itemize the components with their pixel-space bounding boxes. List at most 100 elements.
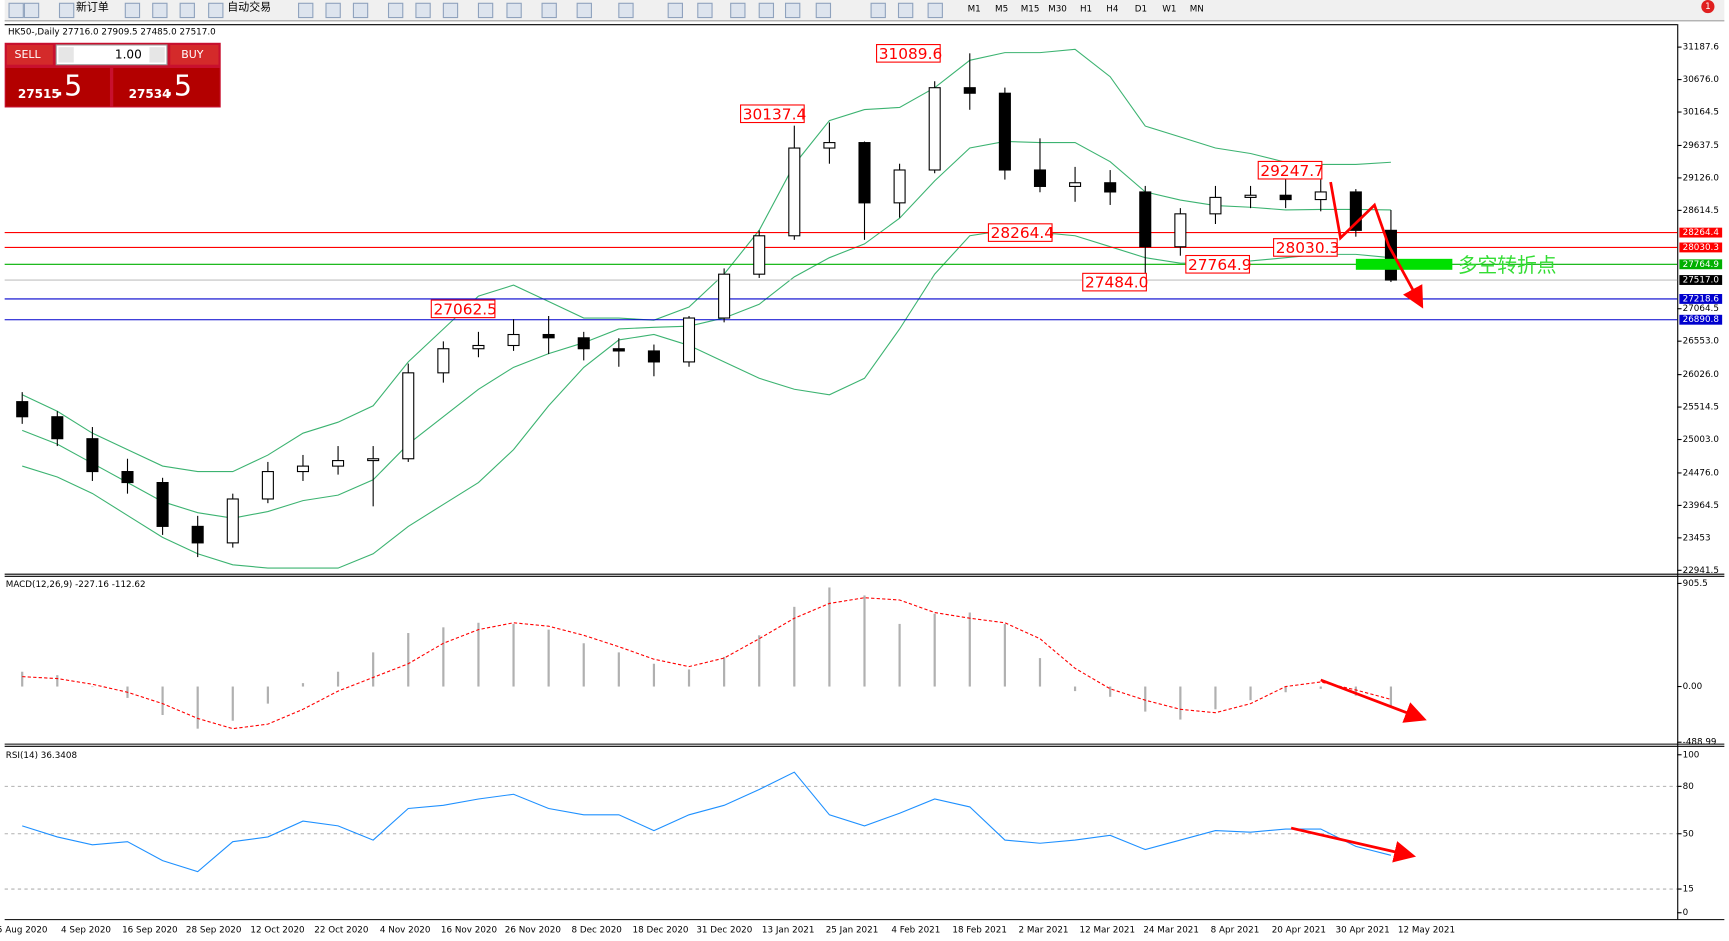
tool-icon[interactable] — [8, 2, 24, 19]
level-label: 26890.8 — [1683, 315, 1719, 325]
tool-icon[interactable] — [618, 2, 634, 19]
tool-icon[interactable] — [23, 2, 40, 19]
toolbar-icons: 新订单 自动交易 M1 M5 M15 M30 H1 H4 D1 W1 MN 1 — [8, 0, 1715, 19]
notification-badge[interactable] — [1701, 0, 1715, 14]
x-tick-label: 30 Apr 2021 — [1336, 926, 1390, 936]
candle-body — [261, 471, 274, 500]
timeframe[interactable]: MN — [1190, 4, 1204, 14]
tool-icon[interactable] — [179, 2, 195, 19]
tool-icon[interactable] — [58, 2, 75, 19]
y-tick-label: 26026.0 — [1683, 370, 1719, 380]
y-tick-label: 31187.6 — [1683, 43, 1720, 53]
tool-icon[interactable] — [152, 2, 168, 19]
plot: 28264.4 28030.3 27764.9 27218.6 26890.8 27517… — [0, 43, 1723, 936]
tool-icon[interactable] — [477, 2, 494, 19]
volume-input[interactable] — [55, 44, 168, 66]
tool-icon[interactable] — [208, 2, 224, 19]
x-tick-label: 8 Dec 2020 — [571, 926, 621, 936]
macd-bar — [1109, 686, 1112, 697]
annotation-box — [876, 44, 941, 63]
tool-icon[interactable] — [124, 2, 141, 19]
x-tick-label: 22 Oct 2020 — [314, 926, 368, 936]
macd-bar — [1073, 686, 1077, 692]
y-tick-label: 28614.5 — [1683, 206, 1719, 216]
macd-bar — [898, 623, 901, 687]
auto-trading[interactable]: 自动交易 — [227, 0, 271, 14]
buy-price-box[interactable] — [113, 67, 220, 107]
timeframe[interactable]: H4 — [1106, 4, 1119, 14]
macd-bar — [512, 623, 515, 687]
timeframe[interactable]: M30 — [1048, 4, 1067, 14]
level-label: 27218.6 — [1683, 294, 1720, 304]
tool-icon[interactable] — [815, 2, 832, 19]
sell-button[interactable] — [6, 44, 53, 65]
y-tick-label: 26553.0 — [1683, 337, 1719, 347]
tool-icon[interactable] — [352, 2, 369, 19]
tool-icon[interactable] — [870, 2, 886, 19]
timeframe[interactable]: M5 — [995, 4, 1008, 14]
y-tick-label: 27064.5 — [1683, 304, 1719, 314]
tool-icon[interactable] — [927, 2, 943, 19]
macd-bar — [582, 643, 585, 687]
y-tick-label: 25514.5 — [1683, 403, 1719, 413]
tool-icon[interactable] — [541, 2, 557, 19]
tool-icon[interactable] — [667, 2, 683, 19]
annotation: 28030.3 — [1276, 239, 1339, 257]
timeframe[interactable]: H1 — [1080, 4, 1092, 14]
tool-icon[interactable] — [897, 2, 914, 19]
y-tick-label: 22941.5 — [1683, 566, 1719, 576]
timeframe[interactable]: M1 — [968, 4, 981, 14]
spin-up[interactable] — [149, 47, 165, 63]
x-tick-label: 12 Mar 2021 — [1080, 926, 1136, 936]
y-tick-label: -488.99 — [1683, 738, 1717, 748]
candle-body — [121, 471, 134, 484]
toolbar — [4, 0, 1725, 21]
x-tick-label: 8 Apr 2021 — [1211, 926, 1260, 936]
x-tick-label: 25 Jan 2021 — [826, 926, 879, 936]
sell-price-box[interactable] — [5, 67, 110, 107]
level-label: 28030.3 — [1683, 243, 1719, 253]
buy-button[interactable] — [170, 44, 219, 65]
notification: 1 — [1705, 2, 1711, 12]
candle-body — [1244, 194, 1257, 198]
tool-icon[interactable] — [387, 2, 404, 19]
candle-body — [472, 344, 485, 350]
bollinger-band — [22, 229, 1391, 569]
tool-icon[interactable] — [506, 2, 522, 19]
candle-body — [647, 350, 660, 363]
spin-down[interactable] — [58, 47, 74, 63]
tool-icon[interactable] — [730, 2, 746, 19]
timeframe[interactable]: D1 — [1135, 4, 1147, 14]
macd-bar — [231, 686, 234, 721]
x-tick-label: 24 Mar 2021 — [1143, 926, 1199, 936]
x-tick-label: 31 Dec 2020 — [696, 926, 752, 936]
tool-icon[interactable] — [784, 2, 801, 19]
y-tick-label: 29126.0 — [1683, 173, 1719, 183]
buy-price: 27534 — [129, 87, 171, 101]
tool-icon[interactable] — [415, 2, 431, 19]
timeframe[interactable]: W1 — [1162, 4, 1176, 14]
candle-body — [823, 142, 836, 149]
tool-icon[interactable] — [442, 2, 459, 19]
candle-body — [612, 348, 625, 352]
macd-bar — [1179, 686, 1182, 720]
macd-bar — [687, 669, 691, 687]
macd-title: MACD(12,26,9) -227.16 -112.62 — [6, 580, 146, 590]
tool-icon[interactable] — [576, 2, 592, 19]
tool-icon[interactable] — [325, 2, 341, 19]
macd-bar — [161, 686, 164, 716]
tool-icon[interactable] — [697, 2, 713, 19]
y-tick-label: 25003.0 — [1683, 435, 1719, 445]
x-tick-label: 26 Nov 2020 — [505, 926, 561, 936]
y-tick-label: 30164.5 — [1683, 108, 1719, 118]
new-order[interactable]: 新订单 — [76, 0, 109, 14]
macd-bar — [266, 686, 269, 704]
tool-icon[interactable] — [758, 2, 775, 19]
tool-icon[interactable] — [298, 2, 314, 19]
timeframe[interactable]: M15 — [1021, 4, 1040, 14]
macd-bar — [1038, 658, 1042, 687]
y-tick-label: 0 — [1683, 908, 1689, 918]
x-tick-label: 5 Aug 2020 — [0, 926, 47, 936]
price-label: 27517.0 — [1683, 276, 1719, 286]
